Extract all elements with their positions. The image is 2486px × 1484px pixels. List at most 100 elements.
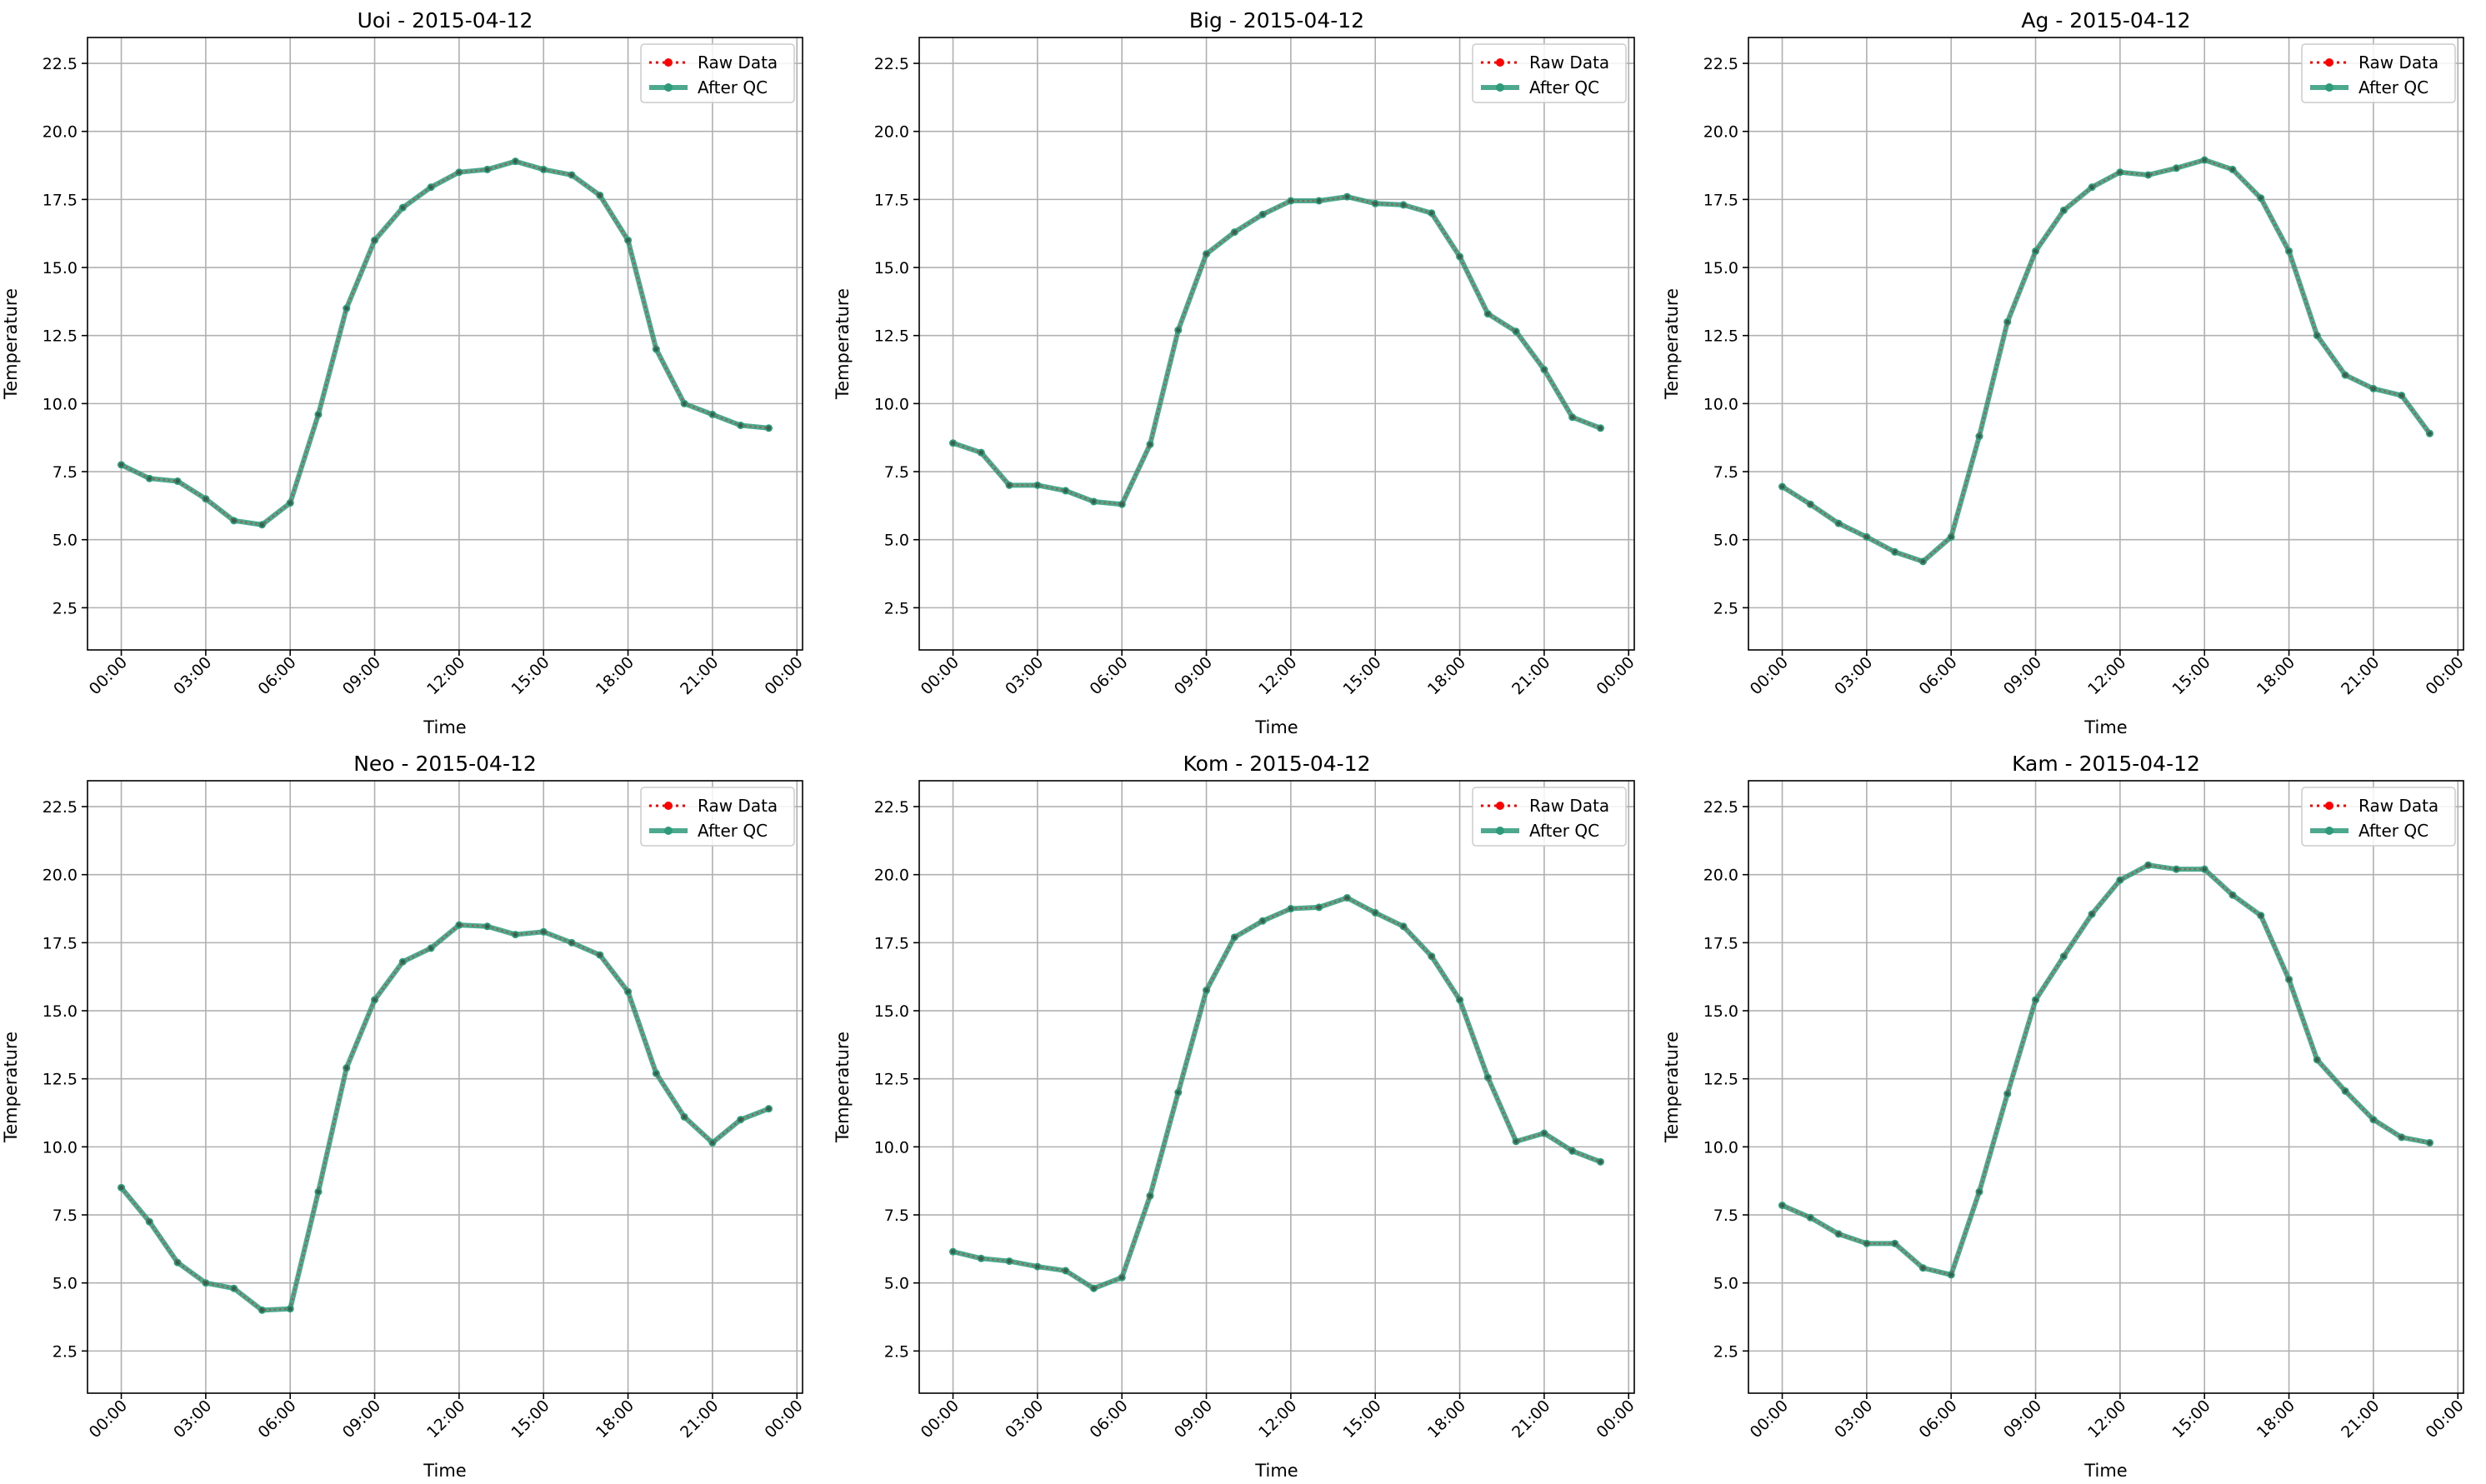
y-tick-label: 22.5 [43, 798, 78, 817]
raw-data-point [569, 172, 574, 177]
raw-data-point [1232, 229, 1237, 235]
y-tick-label: 20.0 [43, 123, 78, 142]
raw-data-point [653, 347, 658, 352]
y-tick-label: 2.5 [1713, 599, 1738, 617]
raw-data-point [1148, 442, 1153, 447]
x-tick-label: 18:00 [2253, 653, 2298, 698]
raw-data-point [1232, 935, 1237, 940]
raw-data-point [1401, 924, 1406, 929]
x-tick-label: 21:00 [1508, 1397, 1553, 1442]
after-qc-line [1779, 862, 2433, 1277]
raw-data-point [1948, 534, 1953, 540]
raw-data-point [428, 946, 433, 951]
raw-data-point [2371, 386, 2376, 391]
raw-data-point [232, 1286, 237, 1291]
subplot: 2.5 5.0 7.5 10.0 12.5 15.0 17.5 20.0 22.5 00:00 03… [1, 752, 807, 1481]
raw-data-point [2286, 248, 2292, 254]
raw-data-point [1401, 202, 1406, 207]
raw-data-point [1429, 211, 1434, 216]
x-tick-label: 12:00 [423, 653, 468, 698]
raw-data-point [513, 932, 518, 937]
x-tick-label: 15:00 [2168, 1397, 2213, 1442]
y-tick-label: 7.5 [884, 463, 909, 482]
raw-data-point [2314, 1057, 2319, 1062]
raw-data-line [1782, 864, 2430, 1277]
y-tick-label: 10.0 [1703, 395, 1738, 413]
raw-data-point [653, 1071, 658, 1076]
x-tick-label: 21:00 [1508, 653, 1553, 698]
y-tick-label: 7.5 [53, 463, 78, 482]
legend: Raw Data After QC [2301, 787, 2456, 847]
raw-data-point [598, 192, 603, 198]
raw-data-point [2118, 170, 2123, 175]
y-tick-label: 5.0 [53, 1275, 78, 1293]
x-tick-label: 00:00 [1747, 653, 1792, 698]
raw-data-point [1344, 895, 1350, 901]
y-tick-label: 17.5 [874, 191, 909, 209]
raw-data-point [400, 205, 405, 210]
y-tick-label: 17.5 [1703, 934, 1738, 952]
after-qc-line [950, 895, 1603, 1292]
x-tick-label: 09:00 [2000, 1397, 2045, 1442]
y-tick-label: 17.5 [43, 934, 78, 952]
y-tick-label: 10.0 [43, 395, 78, 413]
raw-data-point [1203, 252, 1209, 257]
x-tick-label: 18:00 [1424, 1397, 1469, 1442]
x-tick-label: 09:00 [2000, 653, 2045, 698]
raw-data-point [2005, 1092, 2010, 1097]
raw-data-point [203, 497, 208, 502]
after-qc-line [1779, 157, 2433, 564]
raw-data-point [2005, 319, 2010, 324]
raw-data-point [950, 1249, 956, 1254]
y-tick-label: 17.5 [874, 934, 909, 952]
subplot-title: Kam - 2015-04-12 [2012, 752, 2200, 776]
x-tick-label: 00:00 [2422, 653, 2467, 698]
raw-data-point [2258, 196, 2263, 201]
raw-data-point [2314, 333, 2319, 338]
y-tick-label: 22.5 [874, 55, 909, 73]
y-axis-label: Temperature [833, 1032, 853, 1143]
y-tick-label: 22.5 [1703, 798, 1738, 817]
y-tick-label: 5.0 [53, 532, 78, 550]
raw-data-point [428, 185, 433, 190]
legend-raw-label: Raw Data [2358, 52, 2438, 72]
legend-qc-marker [2325, 827, 2333, 835]
raw-data-point [147, 476, 152, 481]
raw-data-point [175, 1260, 180, 1265]
raw-data-point [1808, 1215, 1813, 1220]
x-tick-label: 06:00 [1915, 653, 1960, 698]
raw-data-point [1893, 549, 1898, 555]
x-tick-label: 00:00 [86, 1397, 131, 1442]
raw-data-point [344, 1066, 349, 1071]
raw-data-point [259, 1307, 265, 1312]
x-tick-label: 00:00 [1747, 1397, 1792, 1442]
y-tick-label: 20.0 [874, 123, 909, 142]
raw-data-point [2033, 248, 2038, 254]
raw-data-point [232, 518, 237, 523]
raw-data-point [1063, 1268, 1068, 1273]
raw-data-point [1864, 1241, 1869, 1246]
raw-data-point [1893, 1241, 1898, 1246]
raw-data-point [738, 422, 743, 428]
raw-data-point [625, 237, 631, 242]
raw-data-point [1779, 484, 1785, 489]
raw-data-point [2173, 867, 2179, 872]
raw-data-point [2033, 997, 2038, 1002]
y-tick-label: 2.5 [884, 599, 909, 617]
legend-raw-marker [664, 58, 673, 67]
x-tick-label: 06:00 [1086, 1397, 1131, 1442]
y-tick-label: 20.0 [1703, 867, 1738, 885]
raw-data-point [1119, 1275, 1124, 1280]
legend-qc-label: After QC [2358, 77, 2428, 97]
raw-data-point [2399, 392, 2404, 398]
legend-raw-marker [1496, 802, 1504, 810]
x-tick-label: 06:00 [1086, 653, 1131, 698]
raw-data-point [1007, 482, 1012, 487]
after-qc-line [118, 158, 772, 527]
y-tick-label: 10.0 [43, 1138, 78, 1157]
raw-data-point [147, 1219, 152, 1224]
raw-data-point [1119, 502, 1124, 507]
raw-data-point [372, 237, 378, 242]
raw-data-point [344, 306, 349, 311]
